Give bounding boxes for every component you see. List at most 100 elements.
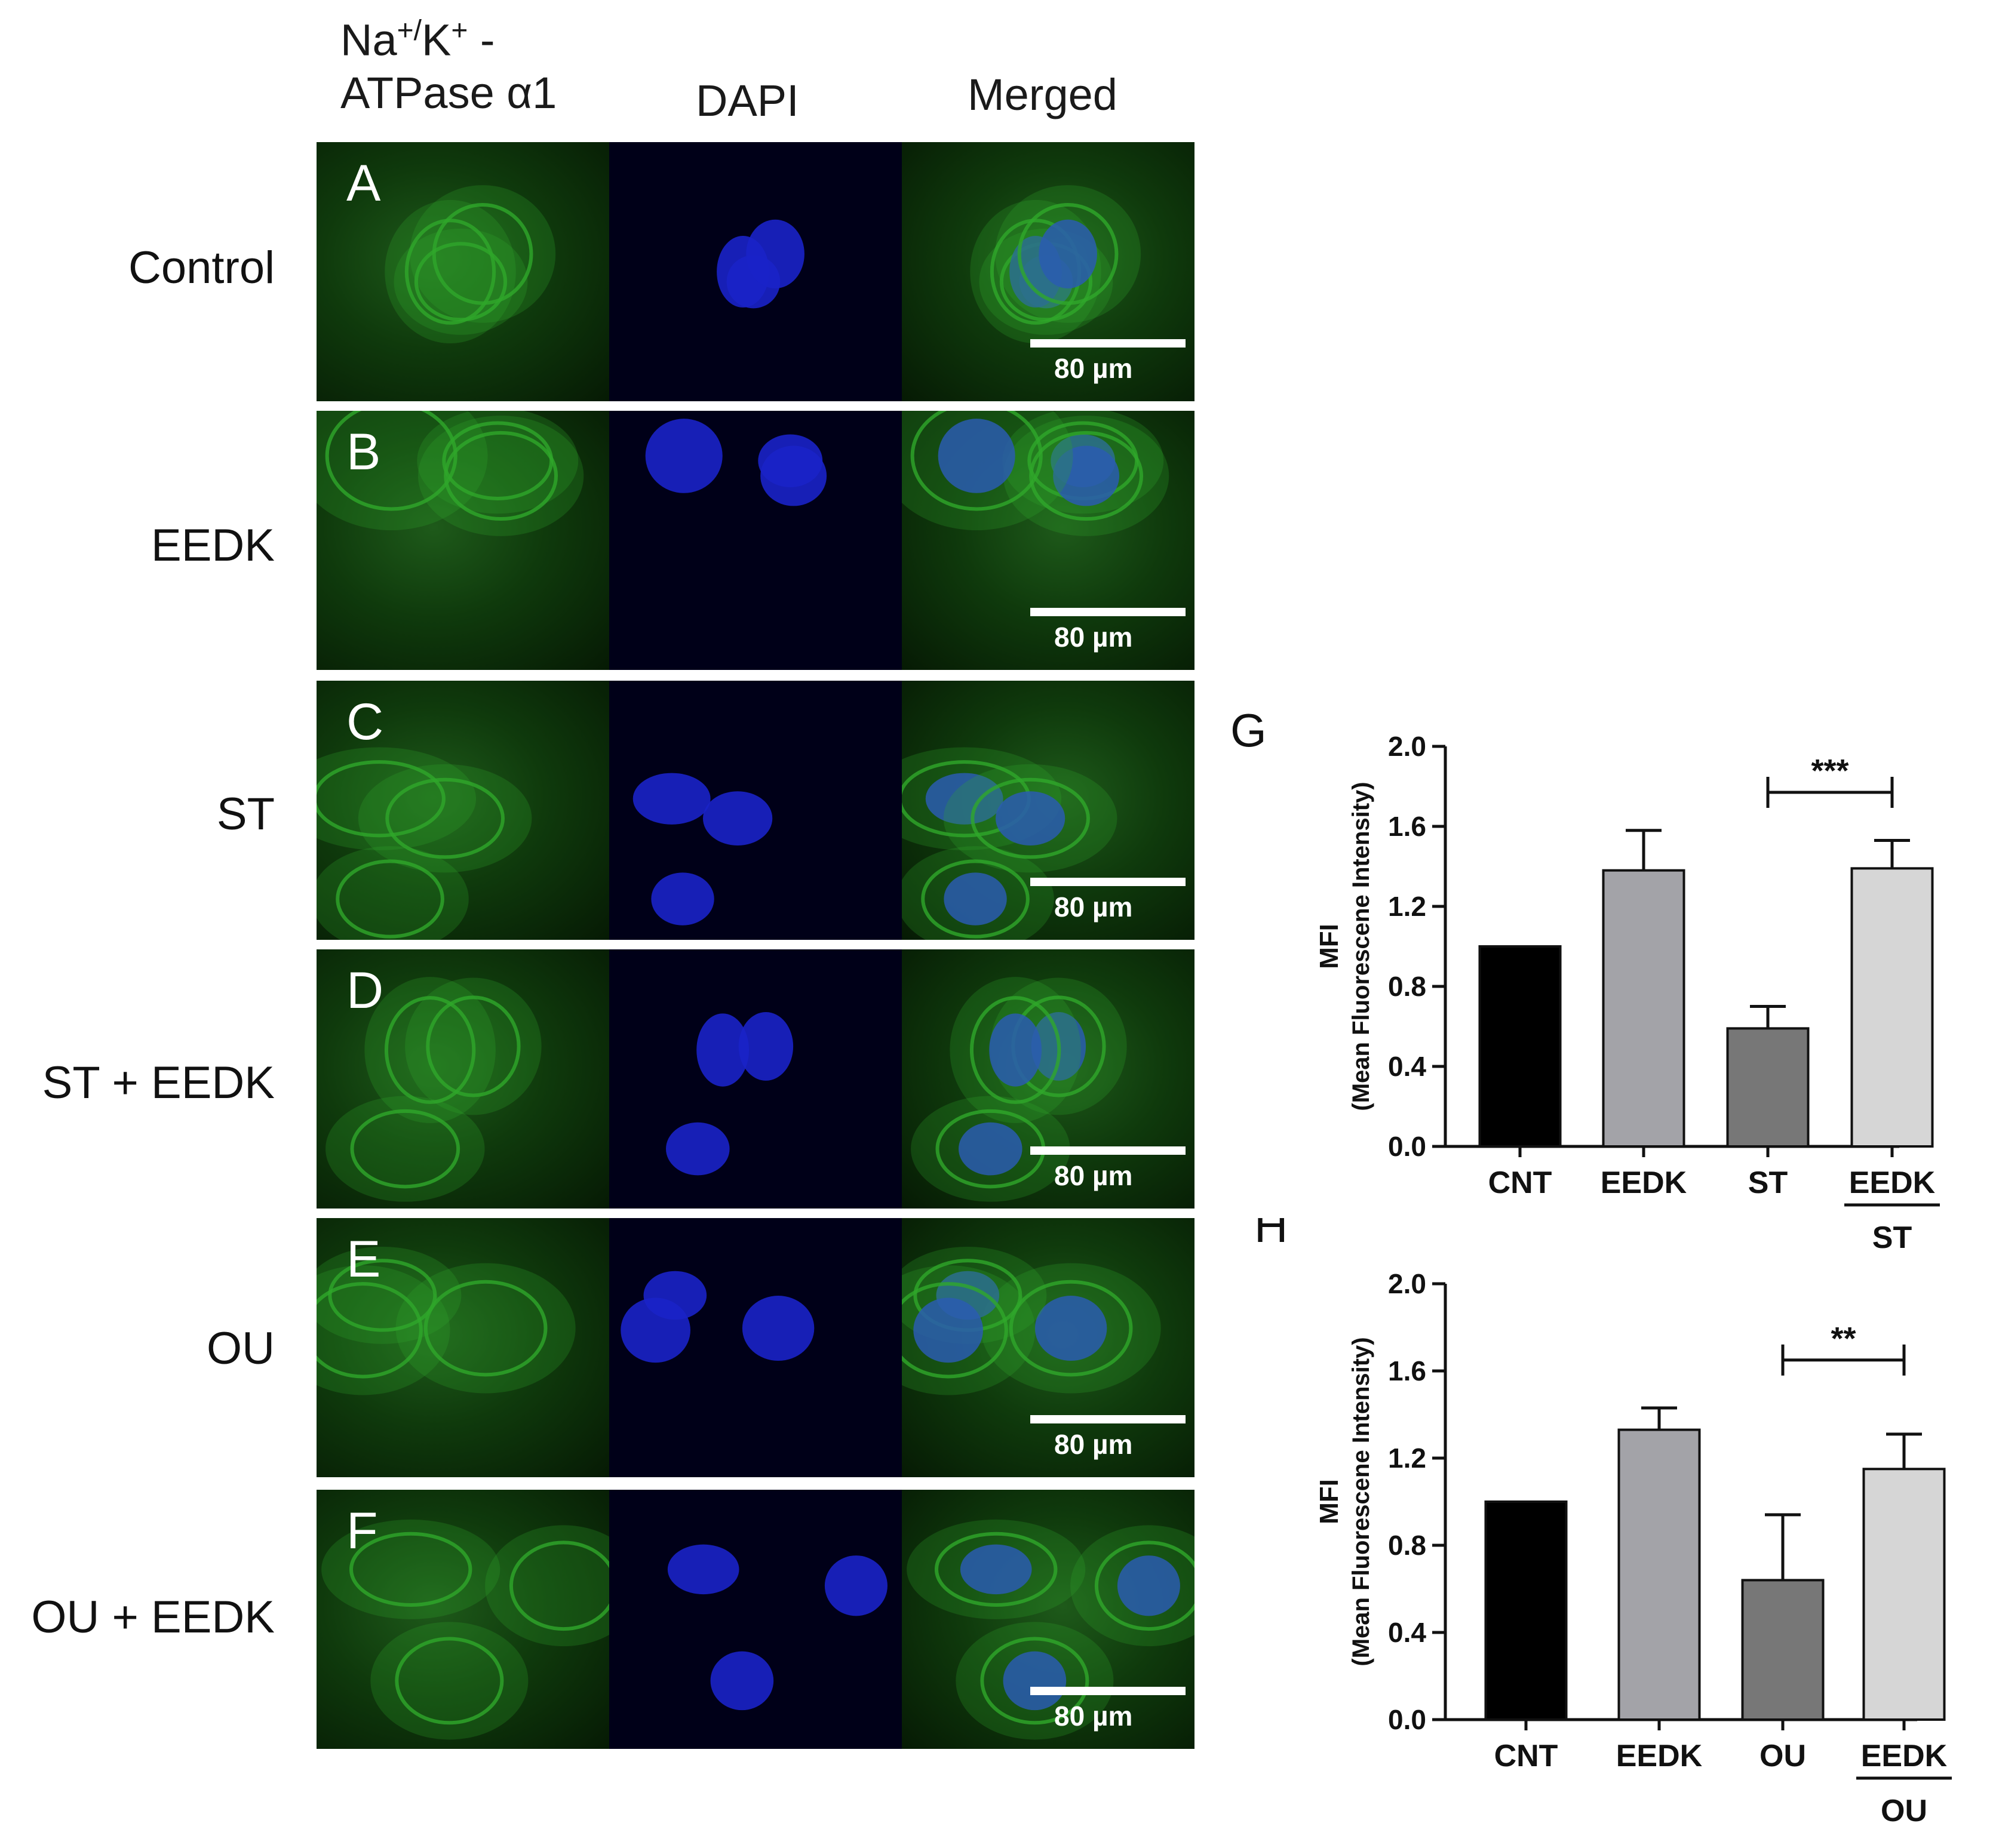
cell-cytoplasm [394, 228, 528, 335]
nucleus [944, 872, 1007, 925]
bar [1617, 1428, 1701, 1721]
micrograph-row-c: C 80 µm [317, 681, 1194, 940]
row-label-ou: OU [207, 1323, 275, 1374]
nucleus [938, 419, 1015, 493]
y-axis-sublabel: (Mean Fluorescene Intensity) [1348, 1337, 1374, 1666]
cell-image [321, 1519, 609, 1740]
merged-panel: 80 µm [902, 142, 1194, 401]
cell-membrane [1017, 203, 1119, 305]
cell-membrane [1009, 1280, 1133, 1377]
y-tick-label: 0.0 [1388, 1131, 1426, 1162]
dapi-panel [609, 142, 902, 401]
merged-image [902, 1247, 1161, 1395]
cell-membrane [317, 760, 446, 838]
atpase-panel: F [317, 1490, 609, 1749]
nuclei-image [667, 1544, 888, 1711]
nucleus [746, 219, 804, 288]
x-tick-sublabel: ST [1872, 1220, 1912, 1255]
merged-panel: 80 µm [902, 1218, 1194, 1477]
y-axis-label: MFI [1315, 1479, 1344, 1524]
merged-image [911, 977, 1127, 1202]
scale-bar [1030, 878, 1186, 886]
scale-bar-label: 80 µm [1054, 1701, 1133, 1732]
merged-panel: 80 µm [902, 411, 1194, 670]
cell-membrane [336, 859, 444, 939]
chart-h-plot: H MFI (Mean Fluorescene Intensity) 0.0 0.4 0.… [1254, 1200, 1952, 1828]
y-tick-label: 0.8 [1388, 971, 1426, 1002]
atpase-panel: D [317, 949, 609, 1209]
x-tick-sublabel: OU [1881, 1794, 1927, 1828]
nuclei-image [621, 1271, 815, 1363]
nucleus [702, 791, 773, 845]
cell-cytoplasm [317, 1247, 462, 1344]
nucleus [666, 1122, 730, 1176]
scale-bar [1030, 1415, 1186, 1423]
column-header-atpase: Na+/K+ - ATPase α1 [340, 5, 603, 119]
nucleus [1039, 219, 1097, 288]
cell-membrane [980, 1637, 1089, 1725]
cell-cytoplasm [321, 1519, 500, 1619]
nuclei-image [717, 219, 804, 309]
micrograph-row-a: A 80 µm [317, 142, 1194, 401]
nucleus [960, 1544, 1032, 1595]
merged-image [907, 1519, 1194, 1740]
x-tick-label: EEDK [1849, 1166, 1936, 1200]
scale-bar-label: 80 µm [1054, 1160, 1133, 1191]
y-axis-sublabel: (Mean Fluorescene Intensity) [1348, 782, 1374, 1111]
cell-membrane [444, 431, 558, 521]
scale-bar-label: 80 µm [1054, 891, 1133, 923]
bar [1850, 867, 1934, 1148]
cell-membrane [910, 411, 1043, 511]
column-header-merged: Merged [968, 70, 1117, 119]
chart-panel-letter: G [1230, 704, 1267, 757]
bar [1726, 1027, 1810, 1148]
panel-letter: B [346, 423, 381, 481]
cell-membrane [328, 1259, 437, 1332]
x-tick-label: OU [1759, 1739, 1806, 1773]
dapi-panel [609, 1490, 902, 1749]
cell-cytoplasm [317, 1265, 450, 1395]
y-tick-label: 0.8 [1388, 1530, 1426, 1561]
scale-bar-label: 80 µm [1054, 353, 1133, 384]
nucleus [925, 773, 1003, 825]
chart-g: G MFI (Mean Fluorescene Intensity) 0.0 0.4 0.… [1218, 693, 1953, 1293]
scale-bar [1030, 608, 1186, 616]
significance-label: ** [1831, 1321, 1856, 1357]
cell-cytoplasm [410, 185, 556, 323]
nucleus [645, 419, 723, 493]
merged-image [970, 185, 1141, 344]
column-header-dapi: DAPI [696, 76, 799, 125]
cell-membrane [902, 1282, 1008, 1379]
cell-image [317, 411, 584, 536]
micrograph-row-b: B 80 µm [317, 411, 1194, 670]
cell-membrane [423, 1280, 548, 1377]
nucleus [995, 791, 1065, 845]
row-label-ou-eedk: OU + EEDK [31, 1592, 275, 1643]
cell-membrane [350, 1109, 460, 1189]
nuclei-image [632, 773, 773, 925]
cell-membrane [432, 203, 533, 305]
nucleus [913, 1297, 983, 1363]
nucleus [1053, 445, 1120, 506]
cell-membrane [325, 411, 457, 511]
micrograph-row-d: D 80 µm [317, 949, 1194, 1209]
cell-membrane [349, 1532, 472, 1607]
cell-membrane [934, 1532, 1058, 1607]
y-tick-label: 1.6 [1388, 811, 1426, 842]
nuclei-image [666, 1011, 794, 1176]
row-label-st: ST [216, 789, 275, 840]
nucleus [667, 1544, 739, 1595]
cell-image [317, 1247, 576, 1395]
nucleus [710, 1651, 774, 1711]
y-tick-label: 0.0 [1388, 1704, 1426, 1735]
cell-cytoplasm [418, 416, 584, 536]
row-label-control: Control [128, 242, 275, 293]
cell-membrane [395, 1637, 504, 1725]
scale-bar [1030, 1146, 1186, 1155]
row-label-eedk: EEDK [151, 520, 275, 571]
panel-letter: F [346, 1502, 378, 1560]
cell-cytoplasm [317, 411, 488, 531]
cell-membrane [1094, 1540, 1194, 1631]
cell-membrane [921, 859, 1030, 939]
dapi-panel [609, 1218, 902, 1477]
